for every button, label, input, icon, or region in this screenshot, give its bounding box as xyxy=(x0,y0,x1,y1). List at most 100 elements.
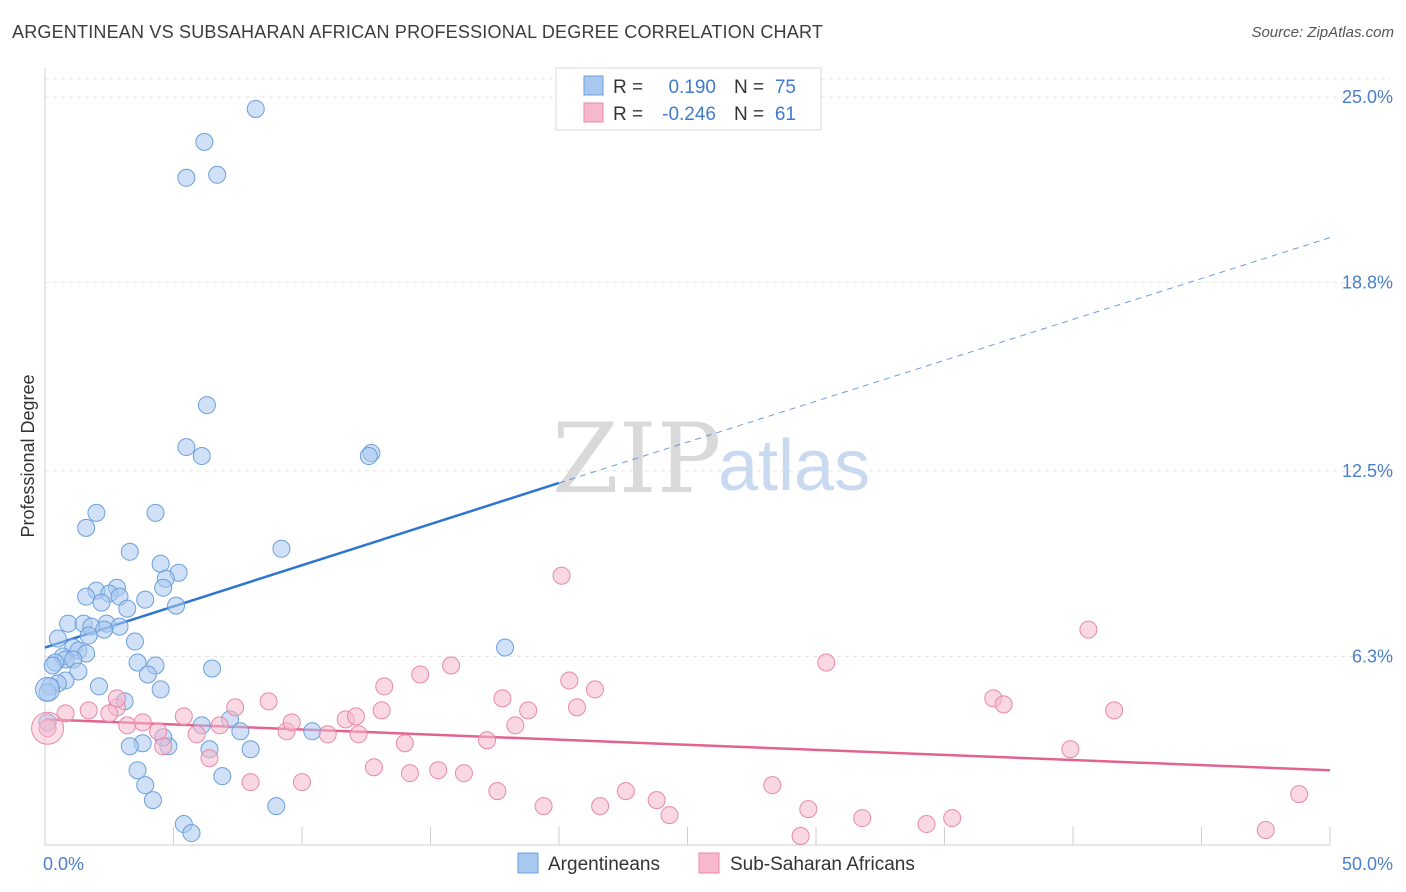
point-argentineans-1 xyxy=(195,132,214,151)
point-subsaharan-6 xyxy=(133,713,152,732)
legend-n-value-0: 75 xyxy=(775,77,796,98)
point-argentineans-8 xyxy=(359,447,378,466)
point-subsaharan-16 xyxy=(282,713,301,732)
point-subsaharan-47 xyxy=(817,653,836,672)
point-argentineans-48 xyxy=(496,638,515,657)
point-argentineans-60 xyxy=(303,722,322,741)
point-argentineans-12 xyxy=(272,539,291,558)
point-argentineans-4 xyxy=(197,396,216,415)
point-subsaharan-31 xyxy=(478,731,497,750)
legend-r-value-1: -0.246 xyxy=(662,104,716,125)
point-argentineans-69 xyxy=(143,791,162,810)
point-argentineans-54 xyxy=(151,680,170,699)
legend-r-label-1: R = xyxy=(613,104,643,125)
legend-correlation: R = 0.190 N = 75 R = -0.246 N = 61 xyxy=(555,67,822,131)
point-subsaharan-34 xyxy=(506,716,525,735)
point-argentineans-44 xyxy=(43,656,62,675)
point-subsaharan-48 xyxy=(799,800,818,819)
point-subsaharan-32 xyxy=(488,782,507,801)
watermark-atlas: atlas xyxy=(718,426,870,506)
trend-lines xyxy=(44,237,1331,772)
point-subsaharan-14 xyxy=(259,692,278,711)
point-subsaharan-0 xyxy=(38,719,57,738)
y-tick-label-0: 6.3% xyxy=(1352,647,1393,667)
point-argentineans-5 xyxy=(177,438,196,457)
legend-r-value-0: 0.190 xyxy=(668,77,716,98)
point-subsaharan-18 xyxy=(318,725,337,744)
point-subsaharan-2 xyxy=(79,701,98,720)
y-tick-label-3: 25.0% xyxy=(1342,87,1393,107)
point-argentineans-13 xyxy=(120,542,139,561)
legend-swatch-subsaharan xyxy=(583,102,604,123)
point-subsaharan-57 xyxy=(1256,821,1275,840)
point-subsaharan-44 xyxy=(660,806,679,825)
point-argentineans-17 xyxy=(154,578,173,597)
y-axis-title: Professional Degree xyxy=(18,374,38,537)
point-subsaharan-60 xyxy=(149,722,168,741)
point-argentineans-59 xyxy=(231,722,250,741)
point-argentineans-23 xyxy=(136,590,155,609)
legend-bottom-swatch-subsaharan xyxy=(698,852,720,874)
point-subsaharan-29 xyxy=(442,656,461,675)
point-argentineans-34 xyxy=(48,629,67,648)
point-subsaharan-9 xyxy=(187,725,206,744)
point-subsaharan-49 xyxy=(853,809,872,828)
point-argentineans-2 xyxy=(177,168,196,187)
point-argentineans-53 xyxy=(89,677,108,696)
data-points xyxy=(31,99,1309,846)
grid-lines xyxy=(45,78,1390,658)
point-subsaharan-12 xyxy=(226,698,245,717)
point-subsaharan-7 xyxy=(154,737,173,756)
point-argentineans-30 xyxy=(110,617,129,636)
point-argentineans-27 xyxy=(59,614,78,633)
y-tick-label-2: 18.8% xyxy=(1342,273,1393,293)
point-argentineans-70 xyxy=(267,797,286,816)
point-argentineans-32 xyxy=(95,620,114,639)
point-subsaharan-37 xyxy=(552,566,571,585)
legend-r-label-0: R = xyxy=(613,77,643,98)
point-argentineans-24 xyxy=(167,596,186,615)
point-subsaharan-53 xyxy=(994,695,1013,714)
point-argentineans-cluster xyxy=(35,676,61,702)
point-subsaharan-56 xyxy=(1105,701,1124,720)
point-argentineans-14 xyxy=(151,554,170,573)
point-subsaharan-25 xyxy=(395,734,414,753)
point-subsaharan-21 xyxy=(349,725,368,744)
point-argentineans-3 xyxy=(208,165,227,184)
point-argentineans-46 xyxy=(69,662,88,681)
point-subsaharan-35 xyxy=(519,701,538,720)
legend-n-label-0: N = xyxy=(734,77,764,98)
point-argentineans-73 xyxy=(128,761,147,780)
point-subsaharan-43 xyxy=(647,791,666,810)
point-subsaharan-45 xyxy=(763,776,782,795)
point-subsaharan-17 xyxy=(293,773,311,792)
point-subsaharan-8 xyxy=(174,707,193,726)
point-subsaharan-41 xyxy=(591,797,610,816)
x-tick-label-1: 50.0% xyxy=(1342,854,1393,874)
point-subsaharan-33 xyxy=(493,689,512,708)
point-subsaharan-10 xyxy=(200,749,219,768)
point-subsaharan-51 xyxy=(943,809,962,828)
legend-series: Argentineans Sub-Saharan Africans xyxy=(517,852,915,875)
point-subsaharan-20 xyxy=(346,707,365,726)
source-credit: Source: ZipAtlas.com xyxy=(1251,24,1394,41)
point-argentineans-72 xyxy=(182,824,201,843)
point-subsaharan-1 xyxy=(56,704,75,723)
point-argentineans-25 xyxy=(92,593,111,612)
point-argentineans-49 xyxy=(138,665,157,684)
point-subsaharan-40 xyxy=(585,680,604,699)
x-tick-labels: 0.0% 50.0% xyxy=(43,854,1393,874)
y-tick-labels: 6.3% 12.5% 18.8% 25.0% xyxy=(1342,87,1393,667)
trend-line-argentineans xyxy=(44,481,560,649)
point-argentineans-10 xyxy=(77,518,96,537)
point-argentineans-35 xyxy=(125,632,144,651)
point-subsaharan-36 xyxy=(534,797,553,816)
point-subsaharan-22 xyxy=(364,758,383,777)
point-argentineans-42 xyxy=(128,653,147,672)
point-subsaharan-59 xyxy=(100,704,119,723)
point-subsaharan-30 xyxy=(454,764,473,783)
point-argentineans-67 xyxy=(136,776,155,795)
legend-swatch-argentineans xyxy=(583,75,604,96)
point-subsaharan-11 xyxy=(210,716,229,735)
